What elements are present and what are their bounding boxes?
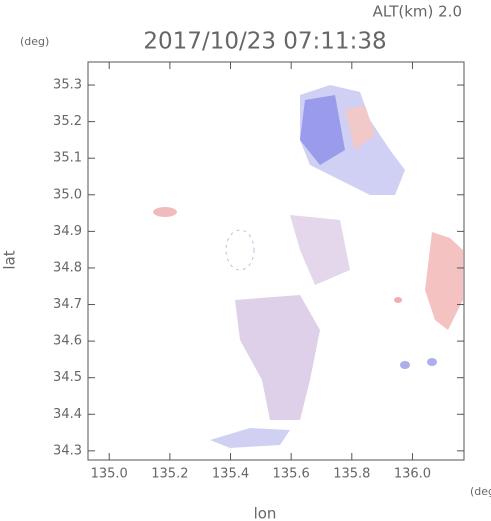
x-tick-label: 135.4: [212, 467, 249, 482]
x-tick-label: 135.2: [151, 467, 188, 482]
y-tick-label: 34.3: [53, 443, 82, 458]
echo-blob: [225, 229, 255, 271]
y-tick-label: 35.0: [53, 187, 82, 202]
lat-unit: (deg): [20, 35, 49, 48]
plot-frame: [87, 61, 465, 461]
echo-blob: [345, 105, 375, 150]
y-tick-label: 34.4: [53, 407, 82, 422]
y-tick-label: 35.3: [53, 78, 82, 93]
x-tick-label: 135.8: [333, 467, 370, 482]
echo-blob: [235, 295, 320, 420]
y-tick-label: 34.8: [53, 260, 82, 275]
echo-blob: [153, 207, 177, 217]
x-tick-label: 135.0: [91, 467, 128, 482]
echo-blob: [400, 361, 410, 369]
echo-blob: [290, 215, 350, 285]
x-tick-label: 136.0: [394, 467, 431, 482]
y-tick-label: 34.5: [53, 370, 82, 385]
y-tick-label: 34.7: [53, 297, 82, 312]
y-tick-label: 34.9: [53, 224, 82, 239]
y-tick-label: 35.1: [53, 151, 82, 166]
echoes: [153, 85, 463, 448]
x-axis-label: lon: [254, 505, 277, 521]
lon-unit: (deg): [470, 485, 491, 498]
title: 2017/10/23 07:11:38: [143, 29, 386, 55]
echo-blob: [210, 428, 290, 448]
y-axis-label: lat: [1, 250, 19, 269]
echo-blob: [300, 95, 345, 165]
echo-blob: [394, 297, 402, 303]
x-tick-label: 135.6: [273, 467, 310, 482]
altitude-label: ALT(km) 2.0: [373, 3, 462, 21]
y-tick-label: 35.2: [53, 114, 82, 129]
echo-blob: [427, 358, 437, 366]
echo-blob: [425, 232, 463, 330]
y-tick-label: 34.6: [53, 334, 82, 349]
